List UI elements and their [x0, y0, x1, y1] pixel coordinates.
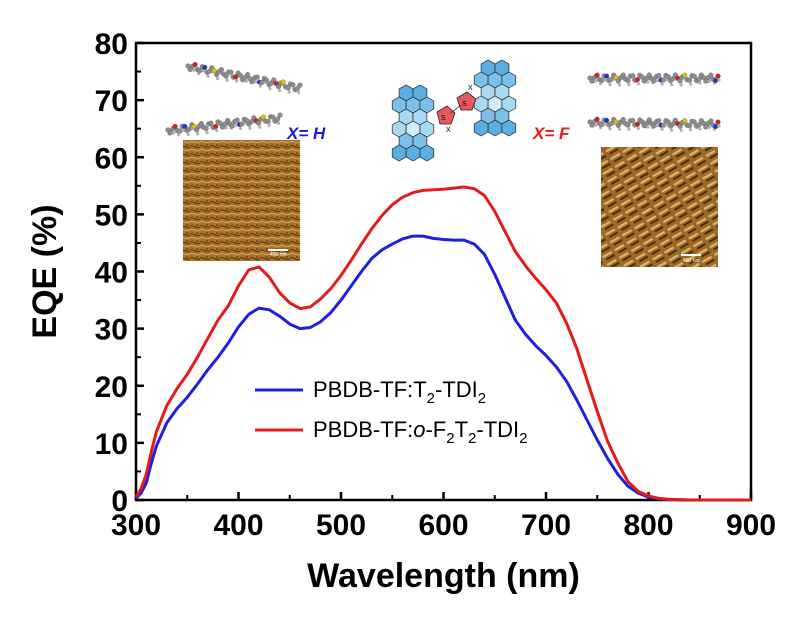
right-afm-image: 400 nm [601, 147, 718, 267]
chemical-structure: S S X X [391, 59, 517, 162]
right-molecule-model [587, 72, 721, 132]
y-tick-label: 60 [95, 142, 128, 175]
left-x-label: X= H [286, 124, 326, 143]
thiophene-ring-2 [456, 91, 477, 111]
left-molecule-model [165, 62, 303, 137]
right-molecule-upper [587, 72, 721, 87]
y-tick-label: 20 [95, 371, 128, 404]
x-axis-ticks: 300 400 500 600 700 800 900 [111, 492, 776, 542]
svg-text:X: X [468, 85, 473, 92]
y-axis-ticks: 0 10 20 30 40 50 60 70 80 [95, 28, 144, 518]
series-line-2 [134, 185, 751, 502]
legend-label-series-2: PBDB-TF:o-F2T2-TDI2 [313, 417, 528, 447]
right-afm-scale-label: 400 nm [683, 258, 700, 264]
legend: PBDB-TF:T2-TDI2 PBDB-TF:o-F2T2-TDI2 [255, 377, 528, 447]
x-tick-label: 300 [111, 509, 161, 542]
series-line-1 [134, 234, 751, 502]
x-tick-label: 500 [316, 509, 366, 542]
left-afm-scale-label: 400 nm [270, 252, 287, 258]
x-tick-label: 600 [418, 509, 468, 542]
x-tick-label: 400 [213, 509, 263, 542]
y-tick-label: 80 [95, 28, 128, 61]
y-tick-label: 10 [95, 428, 128, 461]
series-layer [134, 185, 751, 502]
y-tick-label: 30 [95, 314, 128, 347]
right-molecule-lower [587, 116, 721, 132]
legend-label-series-1: PBDB-TF:T2-TDI2 [313, 377, 486, 407]
structure-right-pdi [473, 59, 517, 137]
x-tick-label: 700 [521, 509, 571, 542]
svg-text:S: S [441, 115, 446, 122]
x-tick-label: 900 [726, 509, 776, 542]
structure-left-pdi [391, 84, 435, 162]
right-x-label: X= F [532, 124, 570, 143]
thiophene-ring-1 [436, 105, 456, 125]
x-tick-label: 800 [623, 509, 673, 542]
y-tick-label: 50 [95, 199, 128, 232]
x-axis-title: Wavelength (nm) [307, 557, 580, 595]
svg-text:X: X [446, 127, 451, 134]
y-tick-label: 0 [111, 485, 128, 518]
left-molecule-upper [185, 62, 303, 95]
y-axis-title: EQE (%) [26, 204, 64, 338]
y-tick-label: 40 [95, 257, 128, 290]
left-afm-image: 400 nm [183, 140, 300, 261]
svg-text:S: S [462, 101, 467, 108]
y-tick-label: 70 [95, 85, 128, 118]
left-molecule-lower [165, 112, 283, 137]
